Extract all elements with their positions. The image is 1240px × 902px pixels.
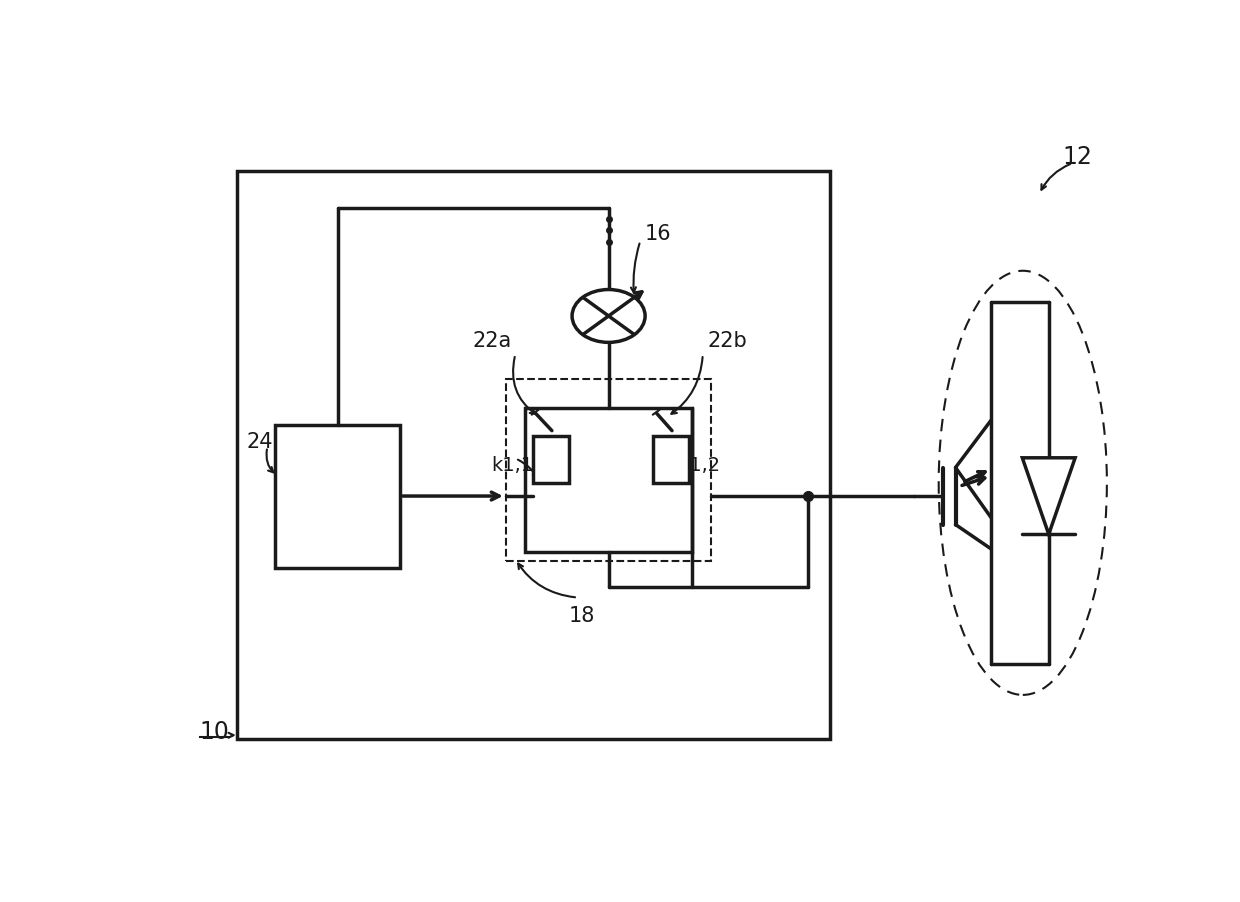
Bar [237,172,830,740]
Circle shape [572,290,645,343]
Polygon shape [1022,458,1075,535]
Text: 22b: 22b [708,331,748,351]
Text: 24: 24 [247,432,273,452]
Bar [525,409,692,553]
Text: k1,2: k1,2 [678,455,720,474]
Text: 10: 10 [200,719,229,743]
Bar [533,436,569,483]
Bar [652,436,689,483]
Text: k1,1: k1,1 [491,455,533,474]
Text: 18: 18 [568,605,595,625]
Text: 12: 12 [1063,145,1092,169]
Text: 22a: 22a [472,331,511,351]
Bar [506,379,712,561]
Bar [275,426,401,568]
Text: 16: 16 [645,224,672,244]
